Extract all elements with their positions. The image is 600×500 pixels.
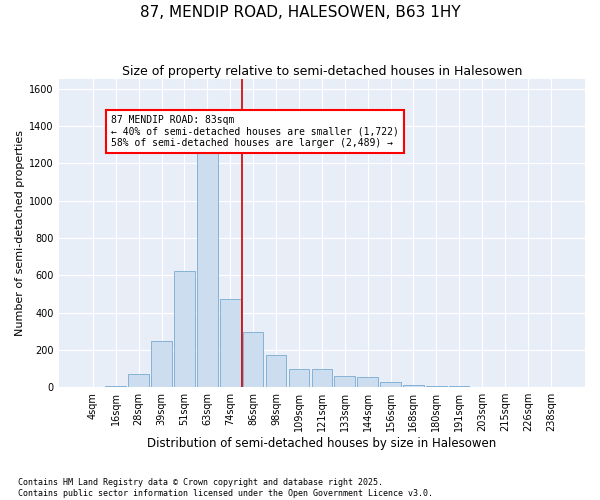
Bar: [334, 376, 355, 387]
Bar: [358, 377, 378, 387]
Bar: [197, 144, 218, 387]
Title: Size of property relative to semi-detached houses in Halesowen: Size of property relative to semi-detach…: [122, 65, 522, 78]
Bar: [311, 370, 332, 387]
Bar: [128, 374, 149, 387]
Bar: [266, 354, 286, 387]
Bar: [243, 332, 263, 387]
Bar: [83, 386, 103, 387]
Bar: [426, 386, 446, 387]
Bar: [220, 300, 241, 387]
Bar: [174, 272, 195, 387]
X-axis label: Distribution of semi-detached houses by size in Halesowen: Distribution of semi-detached houses by …: [147, 437, 496, 450]
Text: Contains HM Land Registry data © Crown copyright and database right 2025.
Contai: Contains HM Land Registry data © Crown c…: [18, 478, 433, 498]
Text: 87 MENDIP ROAD: 83sqm
← 40% of semi-detached houses are smaller (1,722)
58% of s: 87 MENDIP ROAD: 83sqm ← 40% of semi-deta…: [111, 114, 399, 148]
Y-axis label: Number of semi-detached properties: Number of semi-detached properties: [15, 130, 25, 336]
Text: 87, MENDIP ROAD, HALESOWEN, B63 1HY: 87, MENDIP ROAD, HALESOWEN, B63 1HY: [140, 5, 460, 20]
Bar: [403, 386, 424, 387]
Bar: [151, 342, 172, 387]
Bar: [106, 386, 126, 387]
Bar: [380, 382, 401, 387]
Bar: [449, 386, 469, 387]
Bar: [289, 368, 309, 387]
